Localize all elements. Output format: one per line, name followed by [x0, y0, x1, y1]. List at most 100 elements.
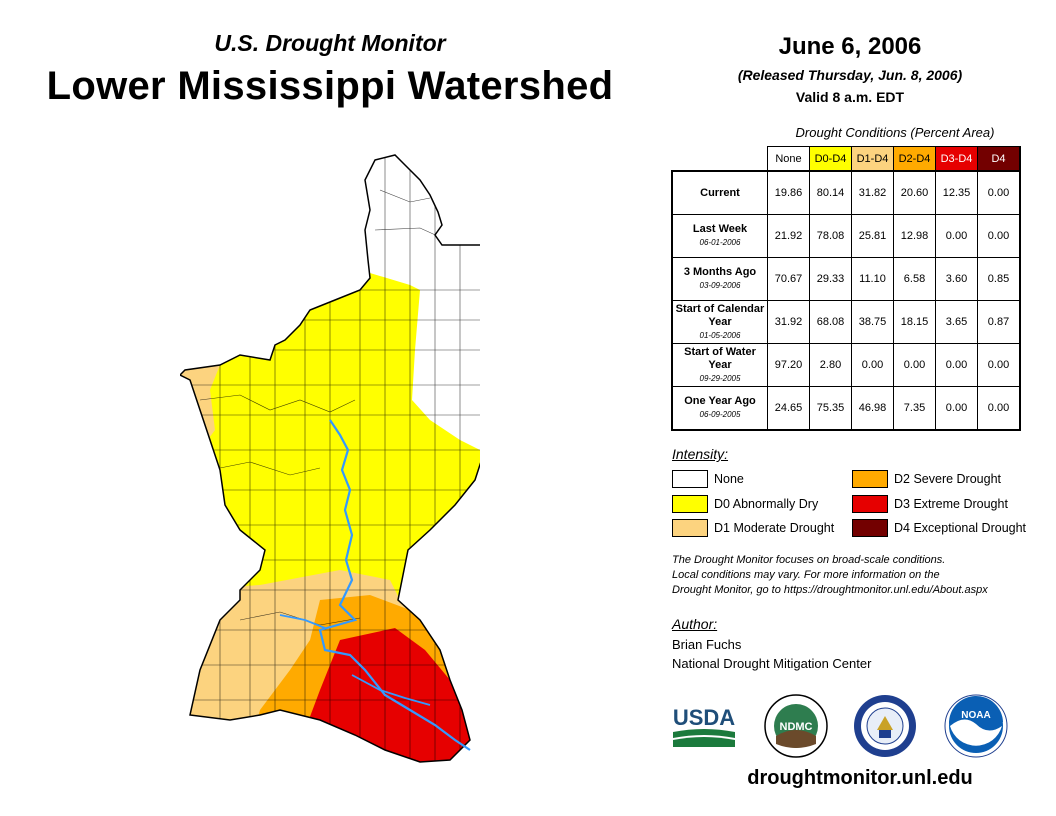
note-line: The Drought Monitor focuses on broad-sca…	[672, 554, 946, 566]
note-line: Local conditions may vary. For more info…	[672, 569, 940, 581]
watershed-outline	[180, 154, 480, 763]
legend-label: None	[714, 472, 744, 486]
mississippi-river	[318, 419, 471, 751]
map-title: Lower Mississippi Watershed	[46, 64, 614, 108]
row-date: 01-05-2006	[699, 330, 741, 340]
row-date: 06-09-2005	[699, 410, 741, 419]
table-cell: 0.00	[935, 343, 978, 387]
legend-swatch	[672, 519, 708, 537]
legend-label: D4 Exceptional Drought	[894, 521, 1027, 535]
row-date: 03-09-2006	[699, 281, 741, 290]
tributary-rivers	[279, 614, 431, 706]
note-line: Drought Monitor, go to https://droughtmo…	[672, 584, 988, 596]
row-label-text: Start of Water Year	[684, 345, 756, 371]
legend-item: D2 Severe Drought	[852, 470, 1001, 488]
table-body: Current 19.86 80.14 31.82 20.60 12.35 0.00 Last…	[671, 170, 1021, 431]
column-header: D4	[977, 146, 1021, 172]
legend-label: D0 Abnormally Dry	[714, 497, 819, 511]
legend-item: D0 Abnormally Dry	[672, 495, 818, 513]
row-label: Current	[671, 170, 768, 215]
row-label: 3 Months Ago 03-09-2006	[671, 257, 768, 301]
legend-label: D3 Extreme Drought	[894, 497, 1008, 511]
table-cell: 12.98	[893, 214, 936, 258]
row-label-text: Start of Calendar Year	[675, 302, 765, 328]
table-cell: 0.85	[977, 257, 1021, 301]
table-cell: 25.81	[851, 214, 894, 258]
author-heading: Author:	[672, 616, 718, 632]
table-cell: 0.00	[893, 343, 936, 387]
column-header: D3-D4	[935, 146, 978, 172]
map-subtitle: U.S. Drought Monitor	[214, 30, 446, 56]
table-cell: 0.00	[851, 343, 894, 387]
table-cell: 0.00	[935, 386, 978, 431]
svg-text:NDMC: NDMC	[780, 721, 813, 733]
table-cell: 7.35	[893, 386, 936, 431]
table-row: Start of Water Year 09-29-2005 97.20 2.80 0.…	[671, 343, 1021, 387]
table-cell: 2.80	[809, 343, 852, 387]
svg-text:USDA: USDA	[673, 705, 735, 730]
row-label-text: One Year Ago	[684, 395, 756, 407]
row-label-text: 3 Months Ago	[683, 266, 757, 278]
table-cell: 29.33	[809, 257, 852, 301]
legend-swatch	[852, 495, 888, 513]
release-date: (Released Thursday, Jun. 8, 2006)	[737, 67, 963, 83]
table-cell: 0.87	[977, 300, 1021, 344]
table-cell: 20.60	[893, 170, 936, 215]
table-cell: 46.98	[851, 386, 894, 431]
table-cell: 31.82	[851, 170, 894, 215]
table-cell: 80.14	[809, 170, 852, 215]
table-row: Current 19.86 80.14 31.82 20.60 12.35 0.00	[671, 170, 1021, 215]
watershed-map	[180, 154, 480, 763]
table-cell: 68.08	[809, 300, 852, 344]
column-header: D0-D4	[809, 146, 852, 172]
table-cell: 18.15	[893, 300, 936, 344]
table-corner	[672, 146, 768, 171]
drought-stats-table: None D0-D4 D1-D4 D2-D4 D3-D4 D4 Current 1…	[671, 146, 1021, 431]
legend-item: None	[672, 470, 744, 488]
table-row: Start of Calendar Year 01-05-2006 31.92 68.…	[671, 300, 1021, 344]
table-cell: 3.60	[935, 257, 978, 301]
legend-title: Intensity:	[672, 446, 729, 462]
legend-swatch	[672, 495, 708, 513]
column-header: D1-D4	[851, 146, 894, 172]
table-cell: 19.86	[767, 170, 810, 215]
table-cell: 3.65	[935, 300, 978, 344]
usda-logo: USDA	[673, 705, 735, 747]
legend-swatch	[852, 519, 888, 537]
ndmc-logo: NDMC	[764, 694, 828, 758]
table-cell: 11.10	[851, 257, 894, 301]
website-url[interactable]: droughtmonitor.unl.edu	[747, 767, 973, 789]
author-name: Brian Fuchs	[672, 637, 742, 652]
table-cell: 12.35	[935, 170, 978, 215]
row-label: Last Week 06-01-2006	[671, 214, 768, 258]
legend-swatch	[852, 470, 888, 488]
legend-item: D3 Extreme Drought	[852, 495, 1008, 513]
row-label: One Year Ago 06-09-2005	[671, 386, 768, 431]
table-row: Last Week 06-01-2006 21.92 78.08 25.81 12.98 0…	[671, 214, 1021, 258]
table-cell: 21.92	[767, 214, 810, 258]
legend-item: D4 Exceptional Drought	[852, 519, 1026, 537]
table-cell: 24.65	[767, 386, 810, 431]
table-cell: 0.00	[977, 343, 1021, 387]
author-org: National Drought Mitigation Center	[672, 656, 872, 671]
table-row: One Year Ago 06-09-2005 24.65 75.35 46.98 7.3…	[671, 386, 1021, 431]
disclaimer-note: The Drought Monitor focuses on broad-sca…	[672, 553, 1042, 598]
table-cell: 0.00	[977, 170, 1021, 215]
row-label: Start of Water Year 09-29-2005	[671, 343, 768, 387]
table-caption: Drought Conditions (Percent Area)	[795, 125, 995, 140]
table-cell: 0.00	[977, 386, 1021, 431]
row-label-text: Last Week	[692, 223, 748, 235]
legend-swatch	[672, 470, 708, 488]
legend-label: D2 Severe Drought	[894, 472, 1002, 486]
column-header: D2-D4	[893, 146, 936, 172]
table-cell: 75.35	[809, 386, 852, 431]
table-cell: 78.08	[809, 214, 852, 258]
table-cell: 0.00	[935, 214, 978, 258]
table-cell: 0.00	[977, 214, 1021, 258]
column-header: None	[767, 146, 810, 172]
table-cell: 38.75	[851, 300, 894, 344]
table-cell: 97.20	[767, 343, 810, 387]
table-cell: 31.92	[767, 300, 810, 344]
row-date: 06-01-2006	[699, 238, 741, 247]
table-cell: 6.58	[893, 257, 936, 301]
